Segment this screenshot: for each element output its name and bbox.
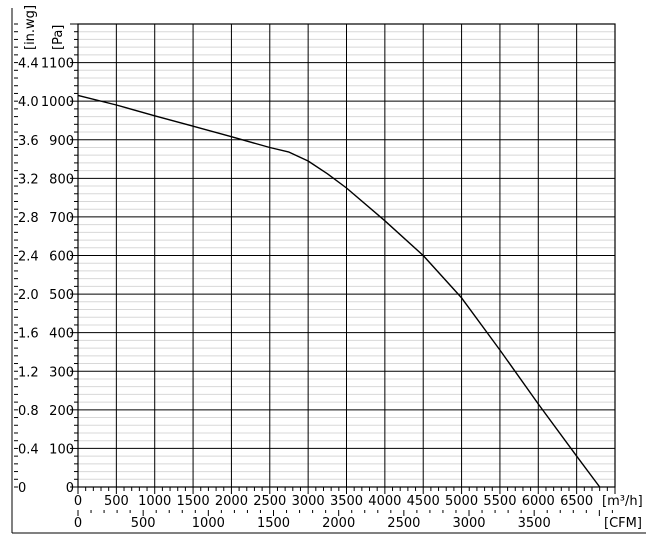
x-tick-label-m3h: 500 <box>104 494 129 509</box>
y-tick-label-inwg: 3.6 <box>18 134 39 149</box>
series-layer <box>77 94 601 488</box>
x-tick-label-cfm: 0 <box>74 516 82 531</box>
y-tick-label-inwg: 0.8 <box>18 404 39 419</box>
y-tick-label-inwg: 4.0 <box>18 95 39 110</box>
y-tick-label-pa: 1100 <box>41 57 74 72</box>
x-axis-unit-m3h-text: [m³/h] <box>602 494 643 509</box>
x-tick-label-m3h: 5500 <box>483 494 516 509</box>
y-tick-label-pa: 800 <box>49 172 74 187</box>
x-tick-label-cfm: 1000 <box>192 516 225 531</box>
axis-ticks <box>14 23 616 516</box>
x-tick-label-cfm: 2000 <box>322 516 355 531</box>
y-tick-label-inwg: 1.2 <box>18 365 39 380</box>
tick-labels: 0 100 200 300 400 500 600 700 800 900 1000 1100 0 0.4… <box>18 57 593 531</box>
y-tick-label-pa: 400 <box>49 327 74 342</box>
y-tick-label-pa: 0 <box>66 481 74 496</box>
y-tick-label-inwg: 0.4 <box>18 442 39 457</box>
y-tick-label-pa: 700 <box>49 211 74 226</box>
x-tick-label-m3h: 2000 <box>215 494 248 509</box>
y-tick-label-inwg: 2.0 <box>18 288 39 303</box>
x-tick-label-cfm: 3000 <box>452 516 485 531</box>
y-tick-label-pa: 500 <box>49 288 74 303</box>
y-axis-unit-inwg: [in.wg] <box>23 5 38 50</box>
x-tick-label-cfm: 3500 <box>518 516 551 531</box>
y-tick-label-inwg: 3.2 <box>18 172 39 187</box>
y-tick-label-inwg: 2.4 <box>18 250 39 265</box>
y-tick-label-inwg: 2.8 <box>18 211 39 226</box>
x-tick-label-m3h: 4000 <box>368 494 401 509</box>
x-tick-label-m3h: 0 <box>74 494 82 509</box>
y-tick-label-pa: 100 <box>49 442 74 457</box>
x-tick-label-m3h: 6500 <box>560 494 593 509</box>
x-tick-label-m3h: 3000 <box>292 494 325 509</box>
x-tick-label-m3h: 5000 <box>445 494 478 509</box>
y-axis-unit-pa: [Pa] <box>51 25 66 50</box>
y-tick-label-pa: 1000 <box>41 95 74 110</box>
x-tick-label-m3h: 6000 <box>522 494 555 509</box>
x-tick-label-m3h: 1500 <box>177 494 210 509</box>
major-grid <box>77 23 616 488</box>
y-tick-label-pa: 600 <box>49 250 74 265</box>
x-tick-label-m3h: 2500 <box>253 494 286 509</box>
y-tick-label-inwg: 0 <box>18 481 26 496</box>
x-tick-label-m3h: 3500 <box>330 494 363 509</box>
y-tick-label-inwg: 4.4 <box>18 57 39 72</box>
x-tick-label-m3h: 4500 <box>407 494 440 509</box>
x-tick-label-cfm: 500 <box>131 516 156 531</box>
x-tick-label-cfm: 2500 <box>387 516 420 531</box>
series-line <box>77 94 601 488</box>
y-tick-label-pa: 200 <box>49 404 74 419</box>
x-tick-label-m3h: 1000 <box>138 494 171 509</box>
y-tick-label-pa: 900 <box>49 134 74 149</box>
y-tick-label-pa: 300 <box>49 365 74 380</box>
x-tick-label-cfm: 1500 <box>257 516 290 531</box>
x-axis-unit-m3h: [m³/h] <box>602 494 643 509</box>
x-axis-unit-cfm: [CFM] <box>604 516 642 531</box>
y-tick-label-inwg: 1.6 <box>18 327 39 342</box>
